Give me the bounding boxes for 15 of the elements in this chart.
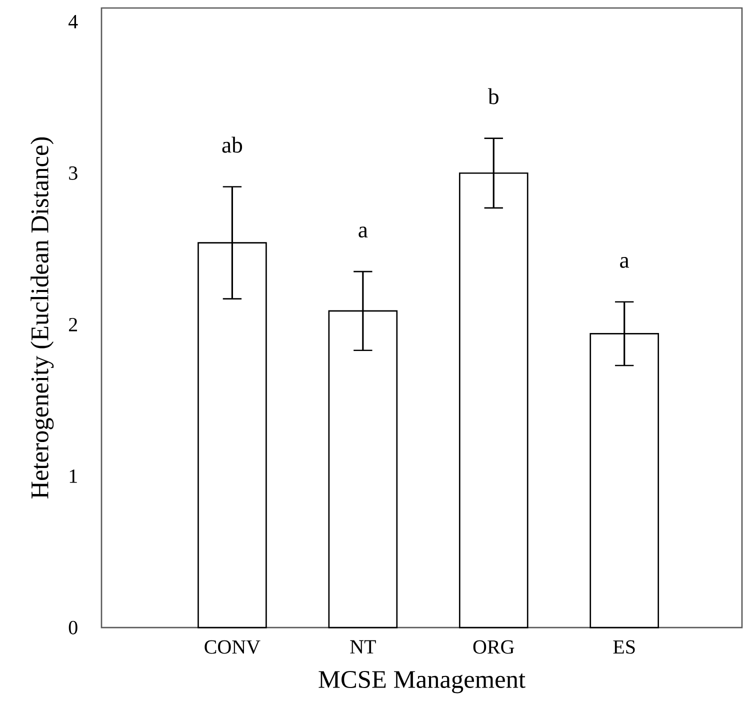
x-tick-label: ORG [473, 640, 514, 654]
annotation: ab [222, 136, 242, 153]
annotation: a [358, 226, 368, 238]
x-tick-label: CONV [204, 640, 260, 654]
y-tick-label: 2 [69, 318, 78, 332]
y-tick-label: 0 [68, 620, 78, 634]
annotation: a [620, 256, 630, 268]
annotation: b [488, 88, 498, 104]
y-tick-label: 4 [68, 15, 78, 28]
x-axis-title: MCSE Management [318, 671, 526, 694]
x-tick-label: NT [350, 640, 376, 654]
x-tick-label: ES [613, 640, 635, 654]
y-tick-label: 1 [70, 470, 77, 483]
y-tick-label: 3 [69, 166, 78, 180]
y-axis-title: Heterogeneity (Euclidean Distance) [30, 137, 54, 499]
